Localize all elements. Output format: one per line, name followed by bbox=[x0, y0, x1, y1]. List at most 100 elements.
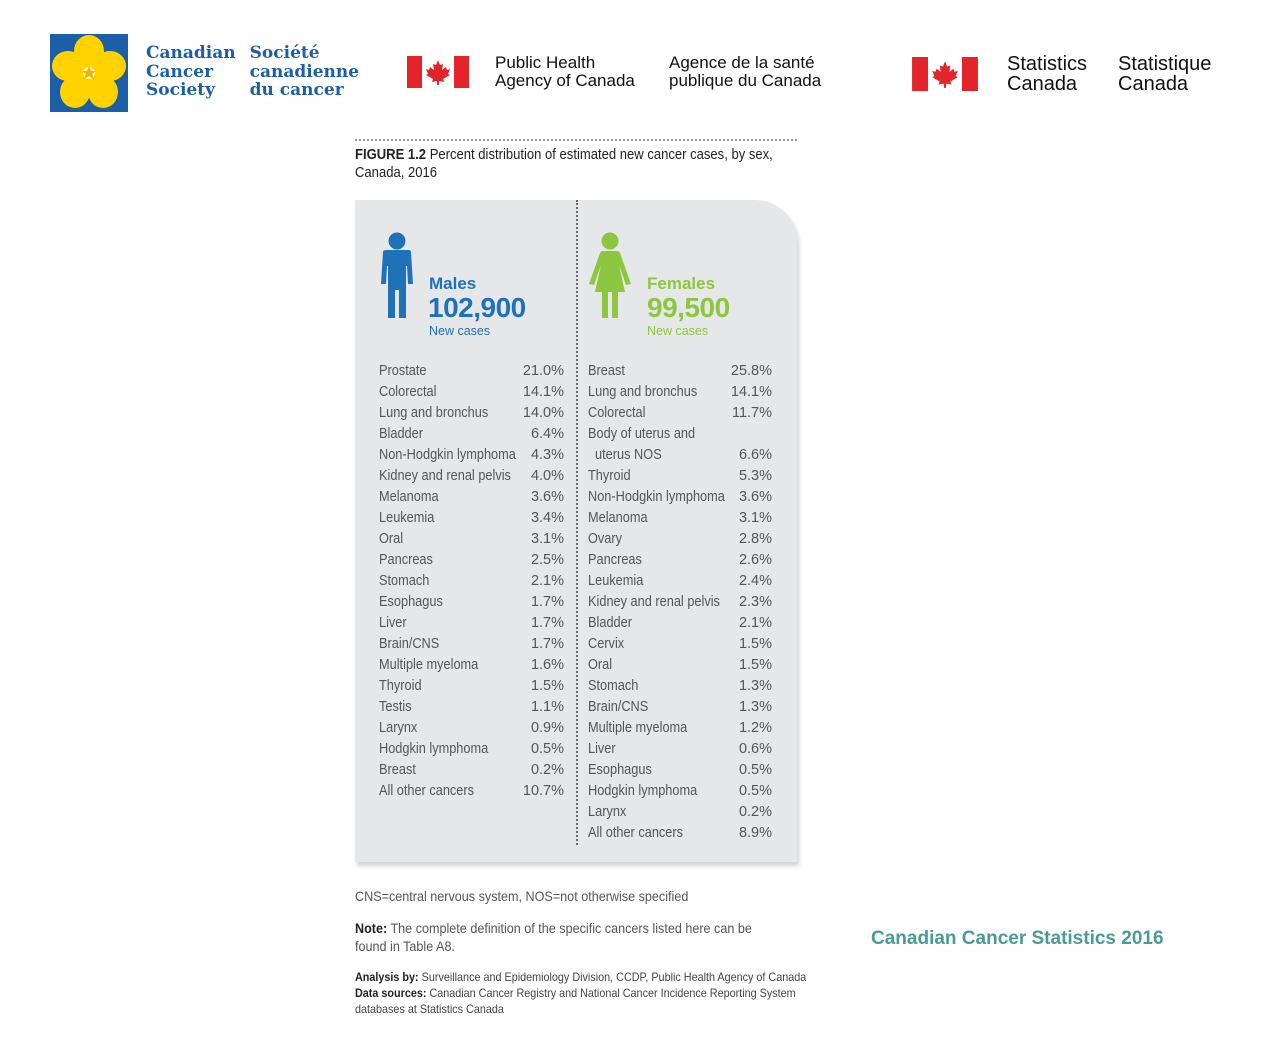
statcan-en-line: Canada bbox=[1007, 73, 1078, 95]
table-row: Melanoma 3.1% bbox=[588, 508, 772, 529]
percent-value: 1.7% bbox=[530, 594, 564, 610]
table-row: Leukemia 2.4% bbox=[588, 571, 772, 592]
percent-value: 0.2% bbox=[530, 762, 564, 778]
ccs-en-line: Society bbox=[146, 80, 215, 100]
table-row: Non-Hodgkin lymphoma 3.6% bbox=[588, 487, 772, 508]
percent-value: 0.5% bbox=[738, 762, 772, 778]
percent-value: 1.5% bbox=[738, 657, 772, 673]
percent-value: 14.1% bbox=[730, 384, 772, 400]
statcan-name-fr: Statistique Canada bbox=[1118, 54, 1211, 94]
cancer-site: Oral bbox=[379, 531, 404, 547]
ccs-logo: Canadian Cancer Society Société canadien… bbox=[50, 34, 359, 112]
statcan-fr-line: Statistique bbox=[1118, 53, 1212, 75]
table-row: Colorectal 14.1% bbox=[379, 382, 564, 403]
attribution: Analysis by: Surveillance and Epidemiolo… bbox=[355, 969, 806, 1017]
cancer-site: Melanoma bbox=[379, 489, 439, 505]
table-row: Lung and bronchus 14.0% bbox=[379, 403, 564, 424]
table-row: All other cancers 10.7% bbox=[379, 781, 564, 802]
sources-text: Canadian Cancer Registry and National Ca… bbox=[429, 986, 796, 1000]
table-row: Prostate 21.0% bbox=[379, 361, 564, 382]
percent-value: 3.1% bbox=[530, 531, 564, 547]
cancer-site: Hodgkin lymphoma bbox=[588, 783, 698, 799]
cancer-site: Prostate bbox=[379, 363, 427, 379]
cancer-site: Thyroid bbox=[379, 678, 422, 694]
cancer-site: Non-Hodgkin lymphoma bbox=[588, 489, 725, 505]
table-row: Larynx 0.9% bbox=[379, 718, 564, 739]
table-row: Kidney and renal pelvis 4.0% bbox=[379, 466, 564, 487]
table-row: Oral 1.5% bbox=[588, 655, 772, 676]
phac-name-fr: Agence de la santé publique du Canada bbox=[669, 54, 821, 90]
cancer-site: Brain/CNS bbox=[379, 636, 440, 652]
percent-value: 0.9% bbox=[530, 720, 564, 736]
cancer-site: Leukemia bbox=[379, 510, 435, 526]
table-row: Liver 1.7% bbox=[379, 613, 564, 634]
table-row: Thyroid 5.3% bbox=[588, 466, 772, 487]
analysis-label: Analysis by: bbox=[355, 970, 419, 984]
table-row: Colorectal 11.7% bbox=[588, 403, 772, 424]
percent-value: 1.3% bbox=[738, 678, 772, 694]
cancer-site: Hodgkin lymphoma bbox=[379, 741, 489, 757]
figure-title-line: Canada, 2016 bbox=[355, 165, 437, 181]
percent-value: 4.3% bbox=[530, 447, 564, 463]
table-row: Thyroid 1.5% bbox=[379, 676, 564, 697]
ccs-en-line: Cancer bbox=[146, 61, 214, 82]
cancer-site: Testis bbox=[379, 699, 412, 715]
cancer-site: Lung and bronchus bbox=[379, 405, 489, 421]
table-row: Brain/CNS 1.3% bbox=[588, 697, 772, 718]
females-total: 99,500 bbox=[647, 292, 730, 323]
percent-value: 3.1% bbox=[738, 510, 772, 526]
percent-value: 14.0% bbox=[522, 405, 564, 421]
figure-title-line: Percent distribution of estimated new ca… bbox=[429, 147, 773, 163]
percent-value: 25.8% bbox=[730, 363, 772, 379]
table-row: Breast 25.8% bbox=[588, 361, 772, 382]
cancer-site: Multiple myeloma bbox=[379, 657, 479, 673]
note-text: found in Table A8. bbox=[355, 938, 455, 954]
statcan-en-line: Statistics bbox=[1007, 53, 1088, 75]
analysis-text: Surveillance and Epidemiology Division, … bbox=[421, 970, 807, 984]
ccs-fr-line: canadienne bbox=[249, 61, 360, 82]
cancer-site: Lung and bronchus bbox=[588, 384, 698, 400]
females-new-cases-label: New cases bbox=[647, 324, 709, 338]
males-site-list: Prostate 21.0% Colorectal 14.1% Lung and bro… bbox=[379, 361, 564, 802]
percent-value: 4.0% bbox=[530, 468, 564, 484]
percent-value: 2.6% bbox=[738, 552, 772, 568]
table-row: Cervix 1.5% bbox=[588, 634, 772, 655]
percent-value: 1.2% bbox=[738, 720, 772, 736]
daffodil-icon bbox=[50, 34, 128, 112]
statcan-fr-line: Canada bbox=[1118, 73, 1189, 95]
cancer-site: Larynx bbox=[588, 804, 627, 820]
phac-en-line: Agency of Canada bbox=[495, 71, 635, 90]
table-row: Body of uterus and bbox=[588, 424, 772, 445]
cancer-site: Bladder bbox=[588, 615, 632, 631]
definition-note: Note: The complete definition of the spe… bbox=[355, 919, 752, 955]
table-row: Multiple myeloma 1.6% bbox=[379, 655, 564, 676]
percent-value: 1.5% bbox=[530, 678, 564, 694]
table-row: Pancreas 2.6% bbox=[588, 550, 772, 571]
percent-value: 2.8% bbox=[738, 531, 772, 547]
canada-flag-icon bbox=[911, 57, 979, 91]
table-row: Lung and bronchus 14.1% bbox=[588, 382, 772, 403]
cancer-site: Larynx bbox=[379, 720, 418, 736]
cancer-site: All other cancers bbox=[379, 783, 475, 799]
male-person-icon bbox=[378, 232, 416, 325]
table-row: Breast 0.2% bbox=[379, 760, 564, 781]
females-label: Females bbox=[647, 274, 716, 293]
sources-label: Data sources: bbox=[355, 986, 427, 1000]
percent-value: 21.0% bbox=[522, 363, 564, 379]
phac-fr-line: publique du Canada bbox=[669, 71, 822, 90]
percent-value: 2.4% bbox=[738, 573, 772, 589]
table-row: Liver 0.6% bbox=[588, 739, 772, 760]
percent-value: 3.6% bbox=[530, 489, 564, 505]
cancer-site: Kidney and renal pelvis bbox=[588, 594, 720, 610]
table-row: Testis 1.1% bbox=[379, 697, 564, 718]
cancer-site: Esophagus bbox=[379, 594, 443, 610]
percent-value: 1.3% bbox=[738, 699, 772, 715]
cancer-site: Body of uterus and bbox=[588, 426, 696, 442]
phac-en-line: Public Health bbox=[495, 53, 596, 72]
percent-value: 2.3% bbox=[738, 594, 772, 610]
cancer-site: Pancreas bbox=[379, 552, 433, 568]
table-row: Hodgkin lymphoma 0.5% bbox=[588, 781, 772, 802]
percent-value: 2.1% bbox=[738, 615, 772, 631]
table-row: Stomach 2.1% bbox=[379, 571, 564, 592]
abbreviations-note: CNS=central nervous system, NOS=not othe… bbox=[355, 888, 689, 904]
